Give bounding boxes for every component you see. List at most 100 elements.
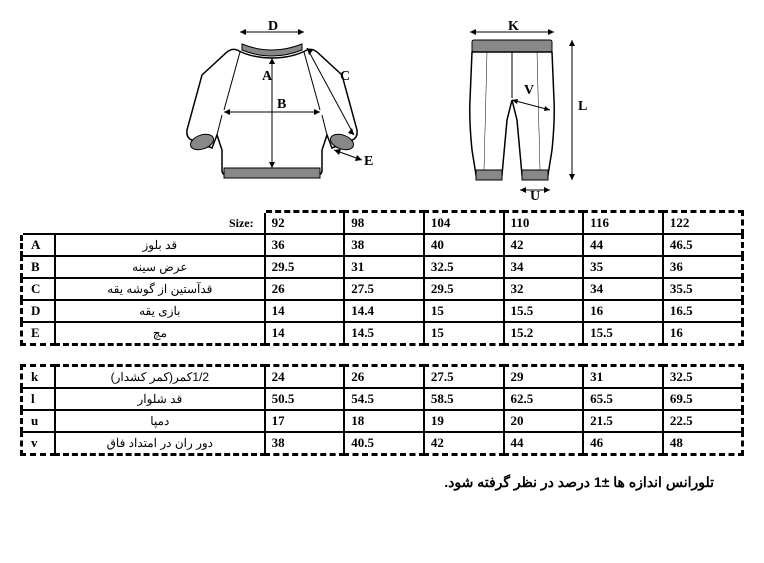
size-col: 104: [424, 212, 504, 235]
row-value: 17: [265, 410, 345, 432]
row-value: 58.5: [424, 388, 504, 410]
row-value: 69.5: [663, 388, 743, 410]
row-value: 15: [424, 300, 504, 322]
label-d: D: [268, 20, 278, 34]
row-desc: 1/2کمر(کمر کشدار): [55, 366, 265, 389]
row-value: 42: [424, 432, 504, 455]
label-b: B: [277, 97, 286, 112]
row-letter: A: [22, 234, 56, 256]
row-value: 21.5: [583, 410, 663, 432]
label-e: E: [364, 154, 373, 169]
row-value: 14.5: [344, 322, 424, 345]
row-value: 32.5: [663, 366, 743, 389]
row-value: 14: [265, 322, 345, 345]
row-letter: B: [22, 256, 56, 278]
row-desc: قد بلوز: [55, 234, 265, 256]
row-value: 44: [504, 432, 584, 455]
label-a: A: [262, 69, 273, 84]
row-value: 31: [344, 256, 424, 278]
row-value: 14.4: [344, 300, 424, 322]
row-desc: قدآستین از گوشه یقه: [55, 278, 265, 300]
row-letter: u: [22, 410, 56, 432]
row-value: 29: [504, 366, 584, 389]
row-letter: D: [22, 300, 56, 322]
row-value: 16.5: [663, 300, 743, 322]
size-col: 92: [265, 212, 345, 235]
row-value: 35: [583, 256, 663, 278]
row-value: 26: [265, 278, 345, 300]
row-value: 32.5: [424, 256, 504, 278]
table-row: Bعرض سینه29.53132.5343536: [22, 256, 743, 278]
row-desc: عرض سینه: [55, 256, 265, 278]
size-col: 122: [663, 212, 743, 235]
row-value: 24: [265, 366, 345, 389]
row-desc: بازی یقه: [55, 300, 265, 322]
row-desc: مچ: [55, 322, 265, 345]
row-value: 29.5: [265, 256, 345, 278]
label-v: V: [524, 83, 534, 98]
row-value: 27.5: [344, 278, 424, 300]
row-value: 32: [504, 278, 584, 300]
row-value: 46: [583, 432, 663, 455]
row-value: 44: [583, 234, 663, 256]
table-row: lقد شلوار50.554.558.562.565.569.5: [22, 388, 743, 410]
row-value: 38: [265, 432, 345, 455]
size-label: Size:: [55, 212, 265, 235]
size-table-bottom: k1/2کمر(کمر کشدار)242627.5293132.5lقد شل…: [20, 364, 744, 456]
row-value: 19: [424, 410, 504, 432]
size-col: 116: [583, 212, 663, 235]
row-value: 62.5: [504, 388, 584, 410]
row-value: 16: [663, 322, 743, 345]
row-letter: l: [22, 388, 56, 410]
table-row: Eمچ1414.51515.215.516: [22, 322, 743, 345]
row-value: 38: [344, 234, 424, 256]
row-desc: قد شلوار: [55, 388, 265, 410]
row-value: 36: [663, 256, 743, 278]
row-letter: E: [22, 322, 56, 345]
row-value: 35.5: [663, 278, 743, 300]
row-letter: v: [22, 432, 56, 455]
label-k: K: [508, 20, 519, 34]
row-desc: دور ران در امتداد فاق: [55, 432, 265, 455]
row-value: 65.5: [583, 388, 663, 410]
sweatshirt-diagram: D A B C E: [162, 20, 382, 200]
row-value: 29.5: [424, 278, 504, 300]
row-value: 15.5: [504, 300, 584, 322]
row-value: 36: [265, 234, 345, 256]
table-row: Aقد بلوز363840424446.5: [22, 234, 743, 256]
size-table-top: Size: 92 98 104 110 116 122 Aقد بلوز3638…: [20, 210, 744, 346]
row-desc: دمپا: [55, 410, 265, 432]
size-col: 110: [504, 212, 584, 235]
row-value: 26: [344, 366, 424, 389]
row-value: 22.5: [663, 410, 743, 432]
row-letter: C: [22, 278, 56, 300]
table-row: Cقدآستین از گوشه یقه2627.529.5323435.5: [22, 278, 743, 300]
row-value: 50.5: [265, 388, 345, 410]
diagram-row: D A B C E: [20, 20, 744, 200]
row-value: 46.5: [663, 234, 743, 256]
row-value: 40: [424, 234, 504, 256]
row-value: 40.5: [344, 432, 424, 455]
row-value: 14: [265, 300, 345, 322]
row-value: 15: [424, 322, 504, 345]
row-value: 15.5: [583, 322, 663, 345]
row-value: 16: [583, 300, 663, 322]
row-value: 34: [583, 278, 663, 300]
label-c: C: [340, 69, 350, 84]
pants-diagram: K L V U: [442, 20, 602, 200]
row-value: 34: [504, 256, 584, 278]
label-l: L: [578, 99, 587, 114]
row-value: 15.2: [504, 322, 584, 345]
row-value: 42: [504, 234, 584, 256]
table-row: Dبازی یقه1414.41515.51616.5: [22, 300, 743, 322]
row-value: 48: [663, 432, 743, 455]
row-value: 20: [504, 410, 584, 432]
row-value: 18: [344, 410, 424, 432]
row-value: 27.5: [424, 366, 504, 389]
row-letter: k: [22, 366, 56, 389]
table-row: vدور ران در امتداد فاق3840.542444648: [22, 432, 743, 455]
row-value: 54.5: [344, 388, 424, 410]
table-row: uدمپا1718192021.522.5: [22, 410, 743, 432]
label-u: U: [530, 189, 540, 200]
tolerance-note: تلورانس اندازه ها ±1 درصد در نظر گرفته ش…: [20, 474, 744, 491]
